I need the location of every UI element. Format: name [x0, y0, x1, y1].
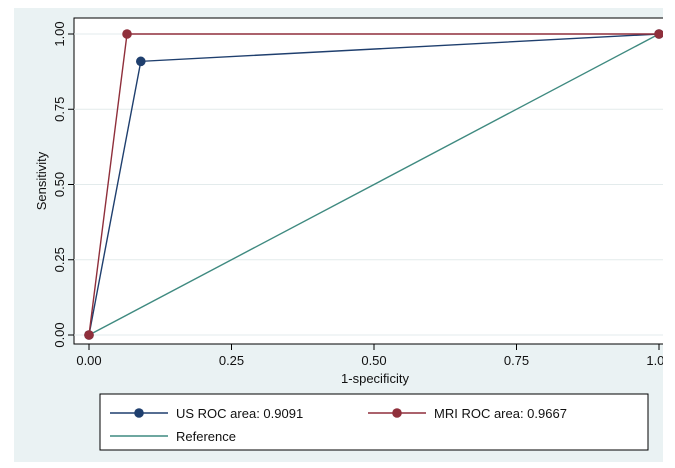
y-tick-label: 0.00: [52, 322, 67, 347]
x-axis-title: 1-specificity: [341, 371, 409, 386]
x-tick-label: 0.25: [219, 353, 244, 368]
roc-figure: 0.00 0.25 0.50 0.75 1.00 0.00 0.25 0.50 0.75 1.00…: [14, 8, 663, 462]
y-axis-title: Sensitivity: [34, 151, 49, 210]
legend-label: US ROC area: 0.9091: [176, 406, 303, 421]
y-tick-label: 0.75: [52, 97, 67, 122]
x-tick-label: 1.00: [646, 353, 663, 368]
legend-label: Reference: [176, 429, 236, 444]
series-layer: [84, 29, 663, 340]
legend-box: [99, 393, 649, 451]
x-tick-label: 0.00: [76, 353, 101, 368]
plot-area: [73, 17, 663, 345]
legend: US ROC area: 0.9091 MRI ROC area: 0.9667 R…: [110, 406, 567, 444]
y-tick-label: 0.50: [52, 172, 67, 197]
series-point-1: [654, 29, 663, 39]
legend-swatch-marker: [392, 408, 402, 418]
x-tick-label: 0.50: [361, 353, 386, 368]
series-line-2: [88, 33, 660, 336]
series-point-1: [84, 330, 94, 340]
y-tick-label: 0.25: [52, 247, 67, 272]
series-point-1: [122, 29, 132, 39]
legend-swatch-marker: [134, 408, 144, 418]
y-tick-label: 1.00: [52, 21, 67, 46]
legend-label: MRI ROC area: 0.9667: [434, 406, 567, 421]
x-tick-label: 0.75: [504, 353, 529, 368]
axes: 0.00 0.25 0.50 0.75 1.00 0.00 0.25 0.50 0.75 1.00: [52, 21, 663, 368]
roc-chart: 0.00 0.25 0.50 0.75 1.00 0.00 0.25 0.50 0.75 1.00…: [34, 17, 663, 451]
series-point-0: [136, 56, 146, 67]
